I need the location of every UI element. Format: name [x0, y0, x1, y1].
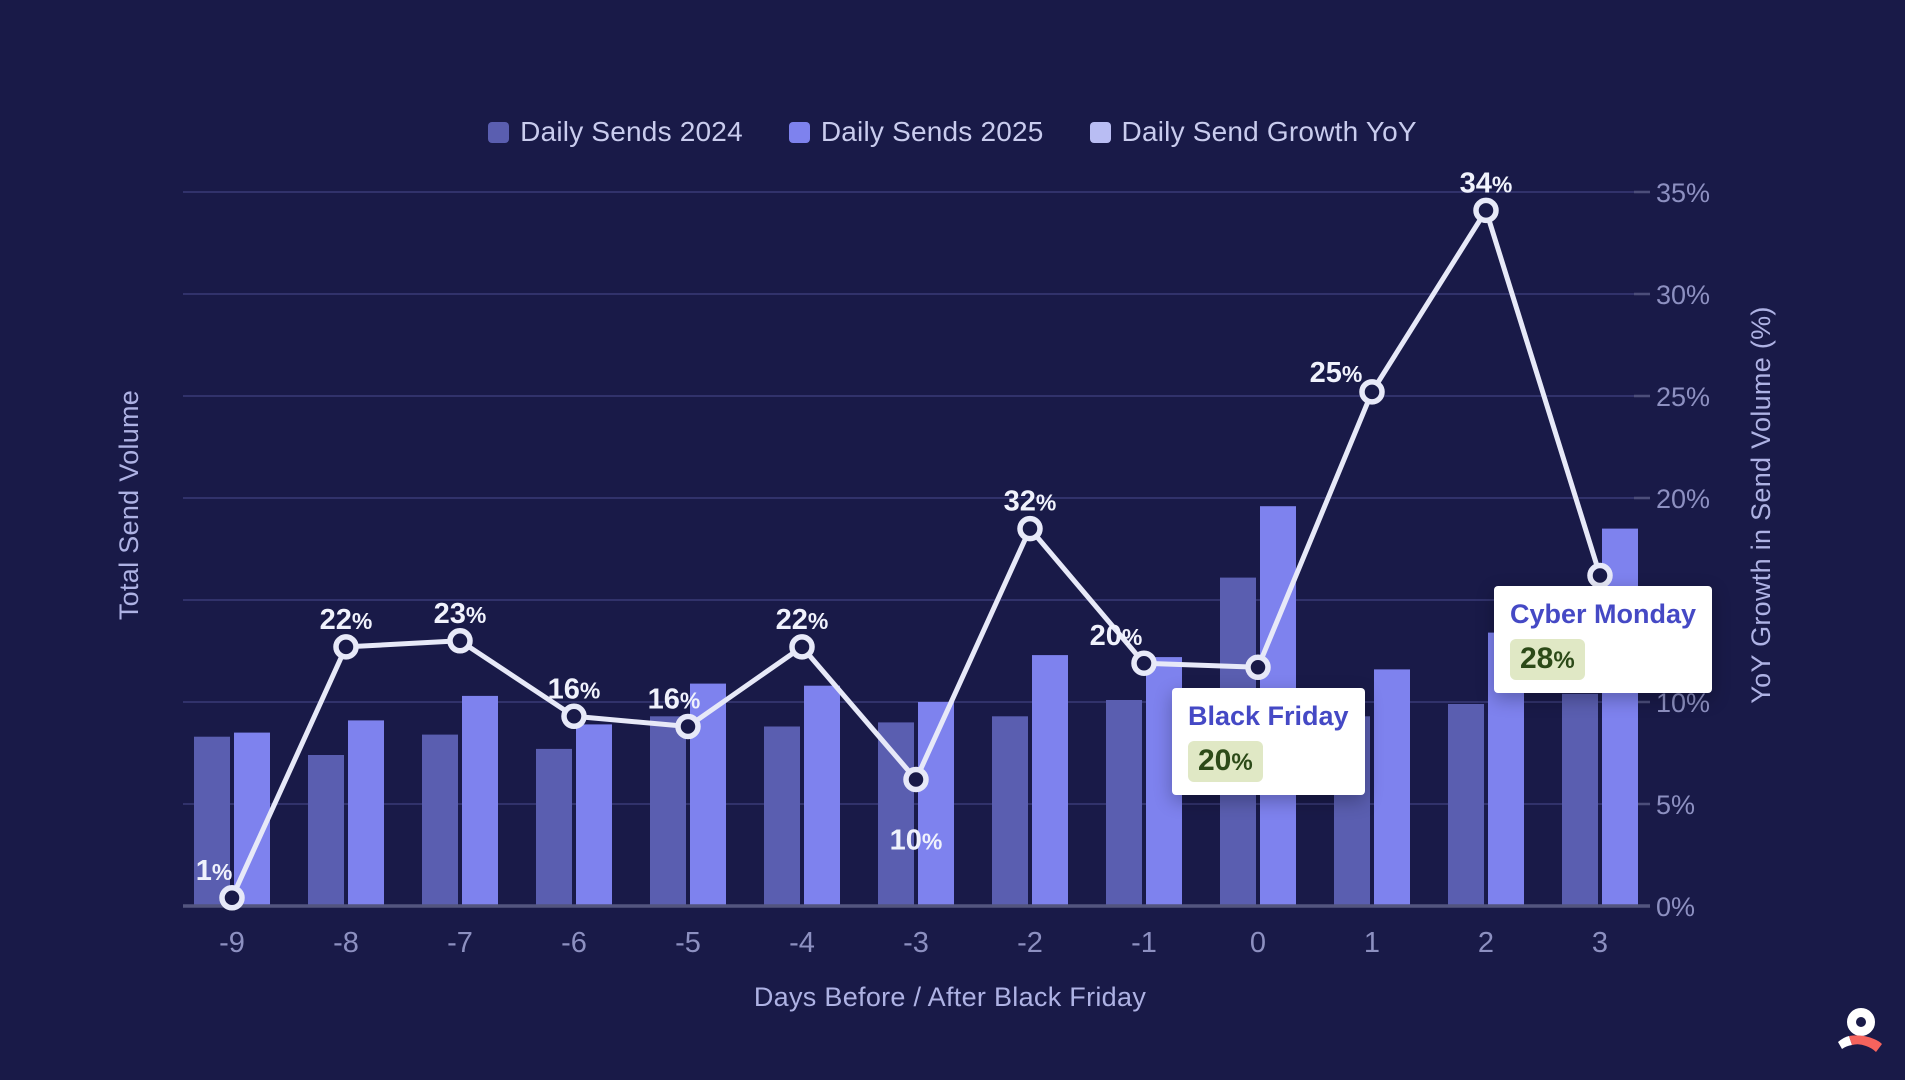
growth-point-label: 20%: [1090, 620, 1143, 652]
growth-point-day-0: [1245, 654, 1271, 681]
right-axis-tick-label: 25%: [1656, 382, 1710, 412]
legend-swatch-2025: [788, 121, 810, 143]
right-axis-tick-label: 20%: [1656, 484, 1710, 514]
right-axis-tick-label: 5%: [1656, 790, 1695, 820]
growth-point-day-2: [1473, 197, 1499, 224]
growth-point-day--2: [1017, 515, 1043, 542]
legend-swatch-growth: [1089, 121, 1111, 143]
growth-point-label: 25%: [1310, 357, 1363, 389]
omnisend-logo-icon: [1838, 1008, 1882, 1052]
legend-swatch-2024: [488, 121, 510, 143]
x-axis-tick-label: 1: [1364, 927, 1380, 959]
growth-point-label: 10%: [890, 825, 943, 857]
growth-point-day-1: [1359, 379, 1385, 405]
growth-point-day--9: [219, 885, 245, 911]
growth-point-label: 32%: [1004, 486, 1057, 518]
x-axis-tick-label: -1: [1131, 927, 1157, 959]
growth-point-label: 22%: [776, 604, 829, 636]
right-axis-tick-label: 10%: [1656, 688, 1710, 718]
right-axis-tick-label: 0%: [1656, 892, 1695, 922]
bar-2025-day--2: [1032, 655, 1068, 906]
tooltip-value-badge: 28%: [1510, 639, 1585, 680]
growth-point-label: 22%: [320, 604, 373, 636]
growth-point-day--4: [789, 634, 815, 660]
growth-point-label: 23%: [434, 598, 487, 630]
x-axis-tick-label: -9: [219, 927, 245, 959]
tooltip-cyber-monday: Cyber Monday 28%: [1494, 586, 1713, 693]
x-axis-tick-label: 2: [1478, 927, 1494, 959]
bar-2024-day--8: [308, 755, 344, 906]
growth-point-day--3: [903, 766, 929, 793]
x-axis-tick-label: -7: [447, 927, 473, 959]
bar-2025-day--7: [462, 695, 498, 906]
chart-legend: Daily Sends 2024 Daily Sends 2025 Daily …: [0, 116, 1905, 148]
bar-2024-day--5: [650, 716, 686, 906]
growth-point-day--6: [561, 703, 587, 730]
x-axis-tick-label: 3: [1592, 927, 1608, 959]
legend-label: Daily Sends 2025: [820, 116, 1044, 147]
x-axis-title: Days Before / After Black Friday: [754, 982, 1146, 1012]
x-axis-tick-label: -6: [561, 927, 587, 959]
bar-2024-day--9: [194, 736, 230, 906]
legend-label: Daily Sends 2024: [520, 116, 743, 147]
legend-item-daily-sends-2025[interactable]: Daily Sends 2025: [788, 116, 1044, 148]
growth-point-label: 16%: [548, 673, 601, 705]
right-axis-tick-label: 35%: [1656, 178, 1710, 208]
bar-2024-day-2: [1448, 704, 1484, 906]
legend-label: Daily Send Growth YoY: [1121, 116, 1417, 147]
bar-2025-day-1: [1374, 669, 1410, 906]
x-axis-tick-label: -2: [1017, 927, 1043, 959]
growth-point-day-3: [1587, 562, 1613, 589]
growth-point-day--1: [1131, 650, 1157, 676]
tooltip-value-badge: 20%: [1188, 741, 1263, 782]
growth-point-label: 16%: [648, 684, 701, 716]
x-axis-tick-label: -4: [789, 927, 815, 959]
x-axis-tick-label: 0: [1250, 927, 1266, 959]
bar-2025-day--8: [348, 720, 384, 906]
bar-2024-day-3: [1562, 693, 1598, 906]
bar-2024-day--2: [992, 716, 1028, 906]
growth-point-day--5: [675, 713, 701, 740]
right-axis-title: YoY Growth in Send Volume (%): [1746, 306, 1776, 703]
tooltip-title: Black Friday: [1188, 701, 1349, 731]
legend-item-daily-send-growth[interactable]: Daily Send Growth YoY: [1089, 116, 1417, 148]
growth-point-day--7: [447, 628, 473, 654]
bar-2025-day--6: [576, 724, 612, 906]
x-axis-tick-label: -8: [333, 927, 359, 959]
x-axis-tick-label: -5: [675, 927, 701, 959]
bar-2025-day--4: [804, 685, 840, 906]
growth-point-label: 1%: [196, 855, 233, 887]
tooltip-title: Cyber Monday: [1510, 599, 1697, 629]
right-axis-tick-label: 30%: [1656, 280, 1710, 310]
left-axis-title: Total Send Volume: [114, 390, 144, 620]
tooltip-black-friday: Black Friday 20%: [1172, 688, 1365, 795]
legend-item-daily-sends-2024[interactable]: Daily Sends 2024: [488, 116, 743, 148]
bar-2024-day--3: [878, 722, 914, 906]
growth-point-label: 34%: [1460, 167, 1513, 199]
growth-point-day--8: [333, 634, 359, 660]
bar-2024-day--6: [536, 748, 572, 906]
bar-2024-day--4: [764, 726, 800, 906]
bar-2024-day--7: [422, 734, 458, 906]
x-axis-tick-label: -3: [903, 927, 929, 959]
bar-2024-day--1: [1106, 700, 1142, 906]
